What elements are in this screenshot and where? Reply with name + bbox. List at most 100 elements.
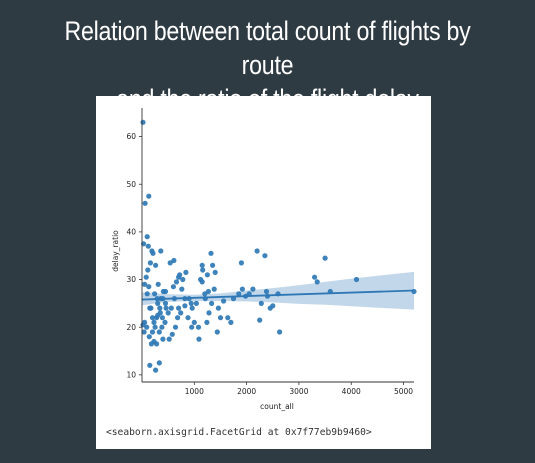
scatter-point	[145, 267, 151, 273]
scatter-point	[165, 310, 171, 316]
scatter-point	[156, 329, 162, 335]
scatter-point	[142, 281, 148, 287]
scatter-point	[155, 281, 161, 287]
scatter-point	[149, 315, 156, 321]
x-tick-label: 3000	[289, 387, 308, 396]
scatter-point	[162, 319, 168, 325]
scatter-point	[155, 312, 161, 318]
scatter-point	[159, 315, 165, 321]
scatter-point	[189, 305, 195, 311]
scatter-point	[173, 279, 180, 285]
scatter-point	[163, 305, 169, 311]
scatter-point	[147, 362, 153, 368]
x-tick-label: 2000	[237, 387, 256, 396]
scatter-point	[322, 255, 328, 261]
scatter-point	[168, 305, 174, 311]
scatter-point	[141, 329, 147, 335]
scatter-point	[195, 324, 202, 330]
scatter-point	[312, 274, 318, 280]
scatter-point	[175, 315, 181, 321]
scatter-point	[152, 324, 158, 330]
scatter-point	[262, 253, 268, 259]
y-tick-label: 60	[126, 132, 136, 141]
scatter-point	[146, 334, 152, 340]
scatter-point	[209, 300, 215, 306]
y-tick-label: 40	[126, 227, 136, 236]
scatter-point	[211, 286, 217, 292]
scatter-point	[199, 279, 205, 285]
scatter-point	[210, 262, 216, 268]
scatter-point	[144, 324, 150, 330]
scatter-point	[162, 288, 169, 295]
scatter-point	[270, 303, 276, 309]
scatter-point	[208, 250, 214, 256]
scatter-point	[236, 291, 242, 297]
y-tick-label: 50	[126, 180, 136, 189]
scatter-point	[142, 200, 148, 206]
scatter-point	[159, 324, 165, 330]
scatter-point	[145, 243, 151, 249]
scatter-point	[204, 272, 210, 278]
scatter-point	[225, 315, 231, 321]
scatter-point	[238, 260, 244, 266]
scatter-point	[189, 324, 195, 330]
scatter-point	[144, 291, 150, 297]
scatter-point	[171, 257, 177, 264]
scatter-point	[193, 300, 199, 306]
scatter-point	[162, 300, 169, 306]
scatter-point	[221, 298, 227, 304]
x-axis-label: count_all	[260, 402, 294, 411]
scatter-point	[152, 291, 158, 297]
scatter-point	[157, 305, 163, 311]
scatter-point	[191, 319, 197, 325]
scatter-point	[183, 269, 189, 275]
regression-line-layer	[141, 289, 415, 301]
scatter-point	[180, 276, 186, 283]
scatter-point	[147, 260, 153, 266]
scatter-point	[151, 319, 157, 325]
scatter-point	[144, 234, 150, 240]
x-tick-label: 4000	[342, 387, 361, 396]
scatter-point	[156, 360, 162, 366]
scatter-point	[314, 279, 320, 285]
scatter-point	[258, 300, 264, 306]
scatter-point	[148, 305, 154, 311]
scatter-point	[200, 267, 206, 273]
scatter-point	[212, 269, 218, 275]
scatter-point	[176, 274, 182, 280]
y-axis-label: delay_ratio	[111, 230, 120, 272]
scatter-point	[206, 310, 212, 316]
regression-line	[141, 289, 415, 301]
scatter-point	[179, 286, 185, 292]
scatter-point	[146, 193, 152, 199]
scatter-point	[250, 286, 256, 292]
scatter-point	[166, 336, 172, 342]
y-tick-label: 30	[126, 275, 136, 284]
scatter-point	[239, 286, 245, 292]
notebook-output-card: 1000 2000 3000 4000 5000 10 20 30 40 50 60 count_a…	[96, 96, 431, 449]
scatter-point	[167, 260, 173, 266]
scatter-point	[199, 262, 205, 268]
scatter-point	[158, 248, 164, 254]
scatter-point	[277, 329, 283, 335]
scatter-point	[215, 305, 221, 311]
scatter-point	[146, 284, 152, 290]
scatter-point	[176, 305, 182, 311]
scatter-point	[172, 324, 179, 330]
scatter-point	[196, 336, 202, 342]
scatter-point	[149, 329, 156, 335]
scatter-point	[153, 367, 159, 373]
scatter-plot: 1000 2000 3000 4000 5000 10 20 30 40 50 60 count_a…	[111, 108, 417, 411]
scatter-point	[204, 319, 210, 325]
scatter-point	[169, 331, 175, 337]
scatter-point	[263, 288, 270, 295]
scatter-point	[217, 315, 224, 321]
scatter-point	[254, 248, 260, 254]
scatter-point	[182, 303, 188, 309]
x-tick-label: 5000	[394, 387, 413, 396]
scatter-point	[155, 300, 161, 306]
scatter-point	[140, 322, 146, 328]
scatter-point	[143, 274, 149, 280]
scatter-point	[149, 248, 155, 254]
scatter-point	[185, 315, 191, 321]
